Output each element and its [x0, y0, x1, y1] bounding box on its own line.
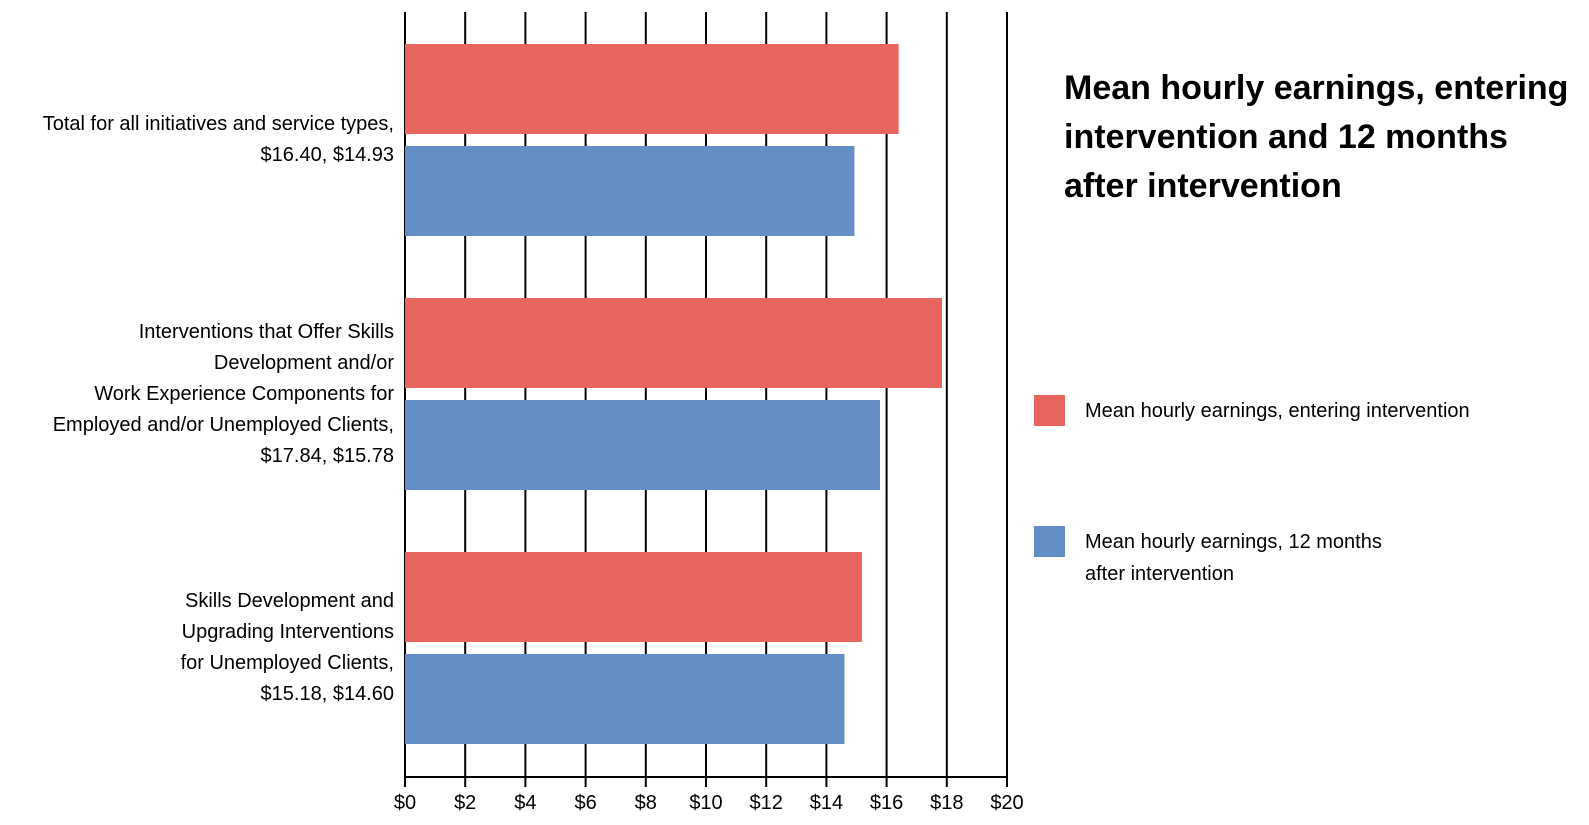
category-label-line: Development and/or	[213, 351, 394, 374]
legend-swatch-after	[1034, 526, 1065, 557]
x-tick-label: $18	[930, 792, 963, 814]
category-label-line: Total for all initiatives and service ty…	[42, 113, 394, 135]
x-axis: $0 $2 $4 $6 $8 $10 $12 $14 $16 $18 $20	[394, 776, 1024, 814]
x-tick-label: $16	[870, 792, 903, 814]
category-label-line: Upgrading Interventions	[181, 621, 394, 643]
category-label-line: $17.84, $15.78	[260, 444, 394, 467]
x-tick-label: $8	[635, 792, 657, 814]
x-tick-label: $14	[810, 792, 843, 814]
legend-label-after: Mean hourly earnings, 12 months after in…	[1085, 526, 1545, 590]
bar-after	[405, 400, 880, 490]
category-label: Interventions that Offer Skills Developme…	[4, 317, 394, 472]
legend-swatch-entering	[1034, 395, 1065, 426]
x-tick-label: $12	[750, 792, 783, 814]
x-tick-label: $20	[990, 792, 1023, 814]
legend-label-entering: Mean hourly earnings, entering intervent…	[1085, 395, 1545, 427]
category-label-line: Employed and/or Unemployed Clients,	[52, 413, 394, 436]
x-tick-label: $2	[454, 792, 476, 814]
category-label: Total for all initiatives and service ty…	[4, 109, 394, 171]
category-label-line: for Unemployed Clients,	[180, 652, 394, 674]
category-label: Skills Development and Upgrading Interven…	[4, 586, 394, 710]
legend-label-line: after intervention	[1085, 563, 1234, 585]
category-label-line: $15.18, $14.60	[260, 683, 394, 705]
bar-entering	[405, 44, 899, 134]
bar-entering	[405, 552, 862, 642]
legend-label-line: Mean hourly earnings, 12 months	[1085, 531, 1382, 553]
legend-label-line: Mean hourly earnings, entering intervent…	[1085, 400, 1470, 422]
bar-after	[405, 654, 845, 744]
x-tick-label: $6	[574, 792, 596, 814]
bar-entering	[405, 298, 942, 388]
x-tick-label: $10	[689, 792, 722, 814]
category-label-line: $16.40, $14.93	[260, 144, 394, 166]
gridlines	[404, 12, 1008, 777]
category-label-line: Skills Development and	[185, 590, 394, 612]
category-label-line: Interventions that Offer Skills	[138, 320, 394, 343]
chart-title: Mean hourly earnings, entering intervent…	[1064, 69, 1569, 205]
category-label-line: Work Experience Components for	[94, 382, 394, 405]
x-tick-label: $4	[514, 792, 536, 814]
x-tick-label: $0	[394, 792, 416, 814]
bar-after	[405, 146, 855, 236]
bars	[405, 44, 942, 744]
